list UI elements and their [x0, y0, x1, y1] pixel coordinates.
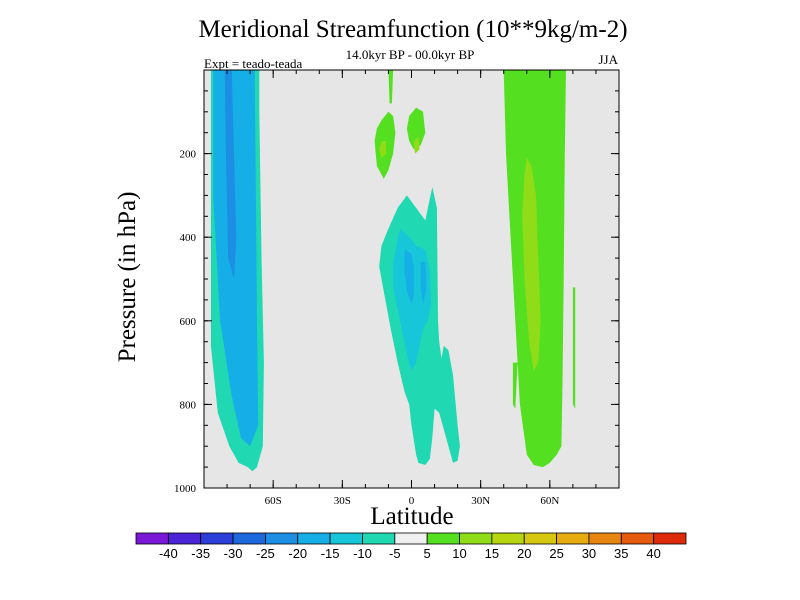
x-tick-label: 60N	[540, 495, 559, 507]
colorbar-swatch	[459, 532, 493, 545]
colorbar-label: -30	[224, 546, 243, 561]
contour-upper-pos-cell-2	[406, 107, 426, 150]
colorbar-swatch	[394, 532, 428, 545]
x-tick-label: 0	[409, 495, 415, 507]
colorbar: -40 -35 -30 -25 -20 -15 -10 -5 5 10 15 20 25 30 35 40	[135, 532, 687, 561]
colorbar-swatch	[297, 532, 331, 545]
colorbar-label: 25	[549, 546, 563, 561]
chart-subtitle: 14.0kyr BP - 00.0kyr BP	[345, 47, 475, 62]
colorbar-swatch	[362, 532, 396, 545]
colorbar-label: -35	[191, 546, 210, 561]
contour-sh-cell-core	[224, 70, 237, 279]
colorbar-label: 10	[452, 546, 466, 561]
contour-upper-pos-cell-2-core	[413, 136, 420, 154]
contour-eq-cell-core	[404, 249, 414, 305]
colorbar-label: -5	[389, 546, 401, 561]
y-tick-label: 600	[180, 316, 197, 328]
colorbar-label: 35	[614, 546, 628, 561]
y-tick-label: 400	[180, 232, 197, 244]
colorbar-swatch	[200, 532, 234, 545]
axis-ticks: 60S 30S 0 30N 60N 200 400 600 800 1000	[174, 70, 619, 507]
y-tick-label: 200	[180, 149, 197, 161]
colorbar-swatch	[491, 532, 525, 545]
colorbar-label: 40	[646, 546, 660, 561]
contour-upper-pos-cell-core	[379, 141, 387, 158]
x-tick-label: 30N	[471, 495, 490, 507]
colorbar-label: -15	[321, 546, 340, 561]
contour-sh-cell-mid	[213, 70, 259, 447]
y-axis-label: Pressure (in hPa)	[114, 191, 141, 363]
colorbar-label: 5	[424, 546, 431, 561]
x-tick-label: 60S	[265, 495, 282, 507]
colorbar-label: -10	[353, 546, 372, 561]
colorbar-label: -40	[159, 546, 178, 561]
contour-nh-high-spike	[572, 287, 576, 409]
chart-title: Meridional Streamfunction (10**9kg/m-2)	[198, 16, 628, 43]
colorbar-swatch	[167, 532, 202, 545]
colorbar-swatch	[588, 532, 622, 545]
contour-eq-cell-core2	[420, 262, 427, 305]
colorbar-swatch	[329, 532, 363, 545]
colorbar-swatch	[620, 532, 655, 545]
colorbar-swatch	[265, 532, 299, 545]
y-tick-label: 800	[180, 399, 197, 411]
colorbar-swatch	[523, 532, 557, 545]
x-axis-label: Latitude	[370, 503, 454, 530]
colorbar-label: -20	[288, 546, 307, 561]
contour-top-pos-spike	[388, 70, 394, 104]
contour-nh-left-tail	[512, 362, 518, 409]
season-label: JJA	[598, 52, 618, 67]
colorbar-swatch	[426, 532, 460, 545]
contour-regions	[210, 70, 576, 472]
y-tick-label: 1000	[174, 483, 197, 495]
colorbar-swatch	[135, 532, 169, 545]
colorbar-label: -25	[256, 546, 275, 561]
colorbar-swatch	[556, 532, 590, 545]
colorbar-swatch	[653, 532, 687, 545]
colorbar-label: 30	[582, 546, 596, 561]
contour-nh-cell-lighter	[522, 157, 541, 371]
colorbar-label: 15	[485, 546, 499, 561]
colorbar-label: 20	[517, 546, 531, 561]
x-tick-label: 30S	[334, 495, 351, 507]
experiment-label: Expt = teado-teada	[204, 56, 303, 71]
colorbar-swatch	[232, 532, 266, 545]
